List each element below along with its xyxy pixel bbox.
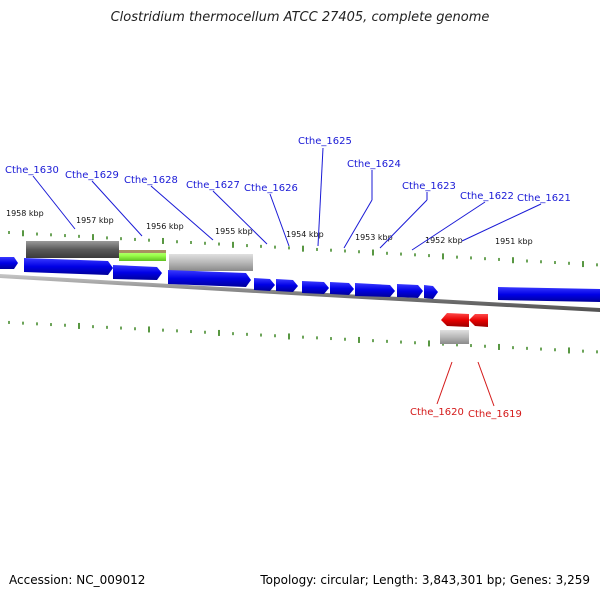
kbp-label: 1954 kbp: [286, 230, 324, 239]
genome-stats-text: Topology: circular; Length: 3,843,301 bp…: [260, 573, 590, 587]
leader-line: [436, 361, 453, 405]
gene-arrow-forward: [498, 287, 600, 302]
leader-line: [379, 199, 428, 249]
reverse-genes: [440, 313, 488, 344]
feature-box-dark: [26, 241, 119, 258]
gene-label: Cthe_1629: [65, 170, 119, 181]
gene-arrow-reverse: [441, 313, 469, 327]
reverse-gene-labels: Cthe_1620 Cthe_1619: [410, 407, 522, 420]
gene-arrow-forward: [113, 265, 162, 280]
gene-arrow-forward: [168, 270, 251, 287]
gene-arrow-forward: [355, 283, 395, 297]
leader-line: [317, 147, 324, 247]
feature-box-green: [119, 250, 166, 261]
feature-box-light-reverse: [440, 330, 469, 344]
gene-label: Cthe_1624: [347, 159, 401, 170]
gene-arrow-forward: [276, 279, 298, 292]
gene-label: Cthe_1620: [410, 407, 464, 418]
feature-track-upper: [26, 241, 253, 271]
feature-box-tan: [119, 250, 166, 253]
gene-arrow-forward: [330, 282, 354, 295]
ruler-ticks-bottom: [8, 320, 598, 354]
leader-line: [477, 361, 495, 407]
kbp-label: 1958 kbp: [6, 209, 44, 218]
gene-label: Cthe_1630: [5, 165, 59, 176]
leader-line: [411, 201, 486, 251]
gene-arrow-reverse: [469, 314, 488, 327]
reverse-leader-lines: [436, 361, 495, 407]
leader-line: [150, 185, 214, 241]
accession-text: Accession: NC_009012: [9, 573, 146, 587]
kbp-label: 1953 kbp: [355, 233, 393, 242]
gene-arrow-forward: [424, 285, 438, 299]
kbp-label: 1956 kbp: [146, 222, 184, 231]
kbp-label: 1957 kbp: [76, 216, 114, 225]
gene-label: Cthe_1621: [517, 193, 571, 204]
kbp-label: 1955 kbp: [215, 227, 253, 236]
leader-line: [91, 180, 143, 237]
kbp-label: 1951 kbp: [495, 237, 533, 246]
gene-label: Cthe_1622: [460, 191, 514, 202]
gene-label: Cthe_1623: [402, 181, 456, 192]
forward-genes: [0, 257, 600, 302]
gene-arrow-forward: [302, 281, 329, 294]
leader-line: [461, 203, 542, 242]
gene-arrow-forward: [254, 278, 275, 291]
feature-box-light: [169, 254, 253, 271]
gene-label: Cthe_1628: [124, 175, 178, 186]
map-title: Clostridium thermocellum ATCC 27405, com…: [110, 10, 490, 25]
gene-arrow-forward: [0, 257, 18, 269]
leader-line: [212, 190, 268, 245]
gene-label: Cthe_1626: [244, 183, 298, 194]
forward-leader-lines: [32, 147, 542, 251]
gene-arrow-forward: [397, 284, 423, 298]
gene-label: Cthe_1627: [186, 180, 240, 191]
leader-line: [32, 175, 76, 230]
gene-label: Cthe_1625: [298, 136, 352, 147]
forward-gene-labels: Cthe_1630 Cthe_1629 Cthe_1628 Cthe_1627 …: [5, 136, 571, 204]
ruler-labels: 1958 kbp 1957 kbp 1956 kbp 1955 kbp 1954…: [6, 209, 533, 246]
genome-backbone: [0, 274, 600, 312]
gene-arrow-forward: [24, 258, 113, 275]
leader-line: [269, 193, 290, 247]
ruler-ticks-top: [8, 230, 598, 268]
gene-label: Cthe_1619: [468, 409, 522, 420]
kbp-label: 1952 kbp: [425, 236, 463, 245]
leader-line: [343, 199, 373, 249]
